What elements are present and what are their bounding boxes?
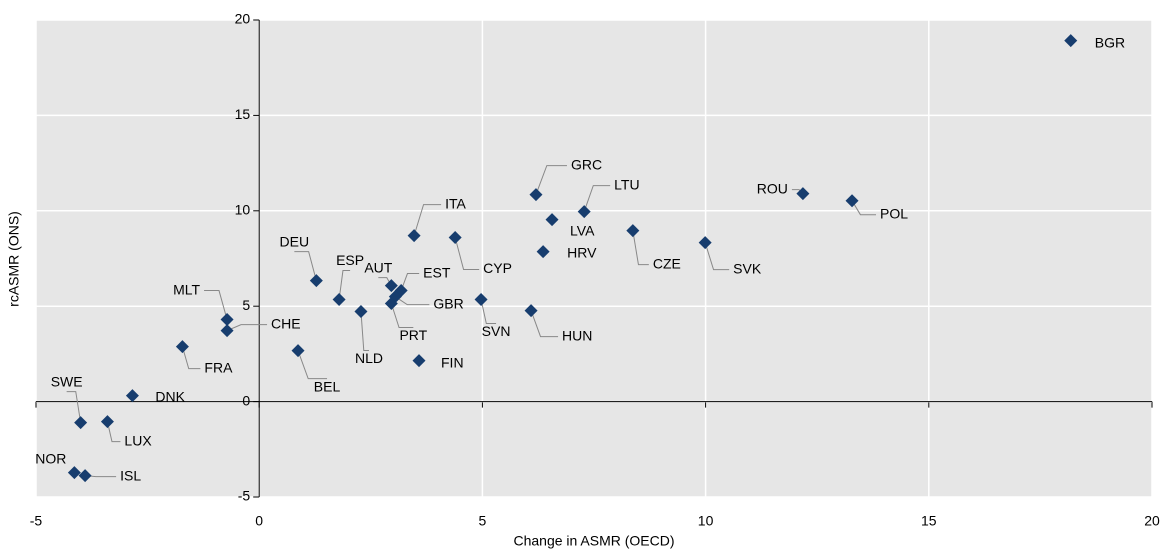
point [529,188,543,202]
point-label: EST [423,264,451,280]
point-label: DNK [155,388,185,404]
point-label: GBR [433,295,463,311]
point [74,416,88,430]
point [626,224,640,238]
point [536,245,550,259]
point [125,389,139,403]
point-label: NLD [355,350,383,366]
y-tick-label: 10 [235,202,251,218]
point-label: BEL [314,378,341,394]
point-label: POL [880,205,908,221]
leader-line [297,350,328,380]
point [175,340,189,354]
point [384,279,398,293]
point [796,187,810,201]
point [524,304,538,318]
leader-line [294,251,317,281]
point-label: DEU [280,233,310,249]
leader-line [413,204,442,236]
leader-line [851,200,877,216]
point [309,274,323,288]
point-label: GRC [571,156,602,172]
point-label: PRT [399,327,427,343]
point-label: AUT [364,259,392,275]
point-label: ITA [445,195,466,211]
y-tick-label: 20 [235,11,251,27]
point [474,293,488,307]
y-tick-label: -5 [238,488,251,504]
point-label: ROU [757,180,788,196]
point-label: LUX [124,432,152,448]
point-label: FRA [204,359,233,375]
leader-line [583,185,611,212]
leader-line [395,296,430,306]
point-label: SVN [482,323,511,339]
point [407,229,421,243]
point-label: LVA [570,222,595,238]
point-label: LTU [614,176,639,192]
plot-area [36,20,1152,497]
point-label: CHE [271,315,301,331]
point-label: CZE [653,255,681,271]
point-label: SVK [733,260,762,276]
y-tick-label: 5 [242,297,250,313]
leader-line [530,310,559,338]
leader-line [454,237,480,271]
x-tick-label: 5 [479,513,487,529]
leader-line [66,391,82,423]
y-tick-label: 15 [235,106,251,122]
point [698,236,712,250]
point-label: NOR [35,450,66,466]
leader-line [204,290,228,320]
leader-line [181,346,201,370]
point [412,354,426,368]
x-tick-label: 15 [921,513,937,529]
point [291,344,305,358]
point [545,213,559,227]
leader-line [106,421,121,443]
point [384,297,398,311]
point [577,205,591,219]
point-label: SWE [51,373,83,389]
point [67,466,81,480]
point [845,194,859,208]
leader-line [535,165,567,195]
leader-line [400,273,420,291]
point [78,469,92,483]
point-label: FIN [441,354,464,370]
x-tick-label: 10 [698,513,714,529]
point-label: CYP [483,260,512,276]
x-tick-label: 0 [255,513,263,529]
leader-line [390,303,414,329]
leader-line [632,230,649,266]
point [220,324,234,338]
x-axis-title: Change in ASMR (OECD) [513,533,674,549]
y-tick-label: 0 [242,392,250,408]
leader-line [704,242,730,271]
leader-line [338,270,351,300]
point [1064,34,1078,48]
point-label: BGR [1095,34,1125,50]
point-label: HRV [567,244,597,260]
point-label: HUN [562,327,592,343]
leader-line [360,311,369,352]
point-label: ISL [120,467,141,483]
x-tick-label: -5 [30,513,43,529]
point-label: ESP [336,252,364,268]
x-tick-label: 20 [1144,513,1160,529]
point-label: MLT [173,281,200,297]
y-axis-title: rcASMR (ONS) [6,211,22,307]
point [448,231,462,245]
point [220,313,234,327]
point [354,305,368,319]
leader-line [226,324,268,332]
point [100,415,114,429]
point [332,293,346,307]
leader-line [480,299,497,325]
